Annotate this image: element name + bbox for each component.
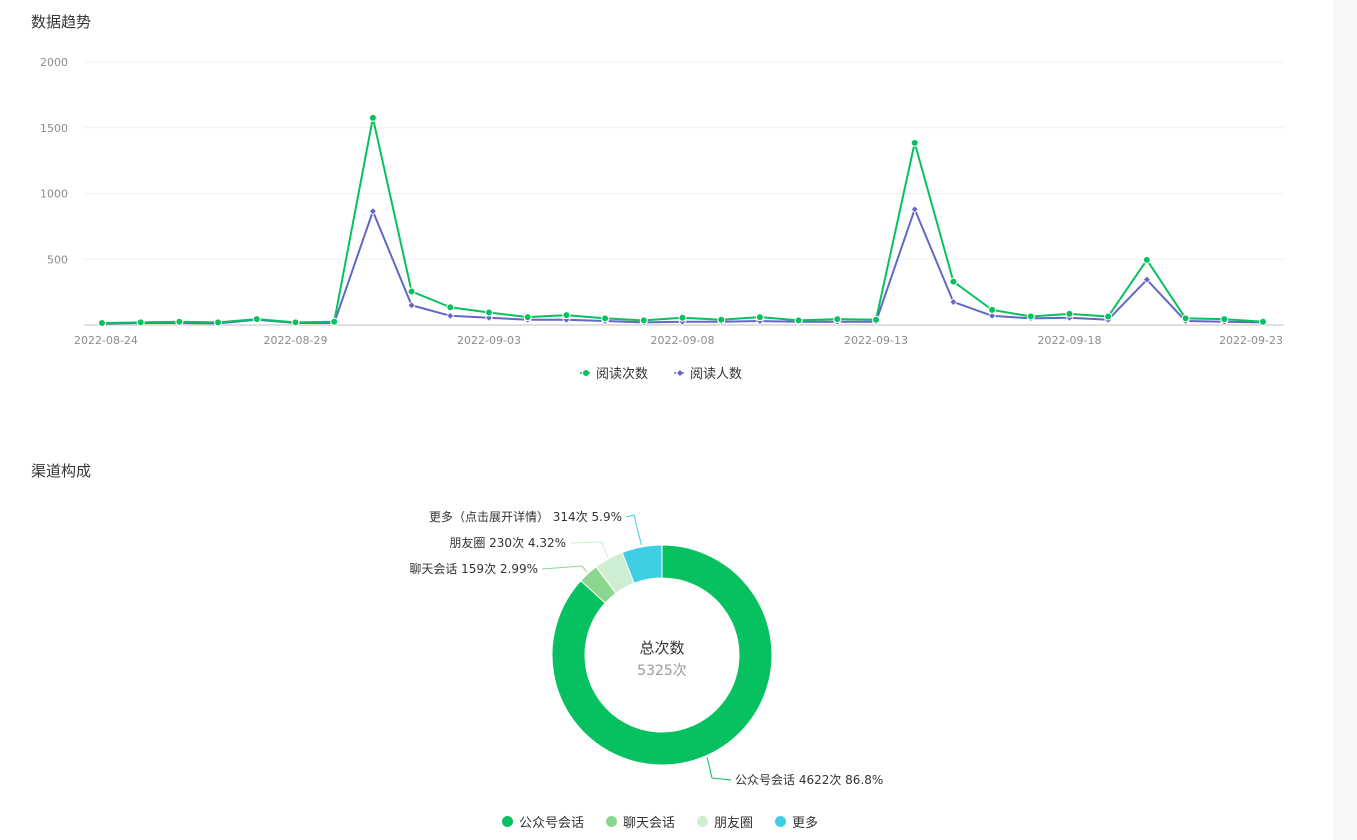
legend-label: 聊天会话 <box>622 816 675 831</box>
channel-legend-item[interactable]: 公众号会话 <box>501 812 584 831</box>
channel-legend-item[interactable]: 聊天会话 <box>605 812 675 831</box>
data-point[interactable] <box>368 113 377 122</box>
data-point[interactable] <box>175 317 184 326</box>
data-point[interactable] <box>368 207 377 216</box>
data-point[interactable] <box>446 303 455 312</box>
channel-section-title: 渠道构成 <box>31 462 92 480</box>
data-point[interactable] <box>910 138 919 147</box>
data-point[interactable] <box>330 317 339 326</box>
legend-label: 阅读人数 <box>690 367 742 382</box>
series-line <box>101 208 1264 325</box>
data-point[interactable] <box>407 301 416 310</box>
legend-item-read-users[interactable]: 阅读人数 <box>674 367 742 382</box>
label-leader-line <box>541 565 588 573</box>
data-point[interactable] <box>252 315 261 324</box>
donut-slice[interactable] <box>621 544 663 584</box>
y-tick-label: 500 <box>47 253 68 266</box>
data-point[interactable] <box>910 205 919 214</box>
x-tick-label: 2022-09-03 <box>457 334 521 347</box>
slice-label: 朋友圈 230次 4.32% <box>449 536 566 550</box>
x-tick-label: 2022-09-13 <box>844 334 908 347</box>
data-point[interactable] <box>1220 315 1229 324</box>
y-tick-label: 1500 <box>40 122 68 135</box>
label-leader-line <box>706 757 732 781</box>
channel-donut-chart: 公众号会话 4622次 86.8% 聊天会话 159次 2.99% 朋友圈 230次… <box>409 509 883 787</box>
legend-label: 公众号会话 <box>518 816 584 831</box>
y-tick-label: 2000 <box>40 56 68 69</box>
legend-label: 阅读次数 <box>596 366 648 382</box>
label-leader-line <box>569 541 609 558</box>
data-point[interactable] <box>794 316 803 325</box>
data-point[interactable] <box>601 314 610 323</box>
slice-label: 聊天会话 159次 2.99% <box>409 562 538 576</box>
data-point[interactable] <box>446 311 455 320</box>
label-leader-line <box>625 514 642 546</box>
right-scroll-gutter <box>1333 0 1357 840</box>
data-point[interactable] <box>988 311 997 320</box>
legend-dot <box>605 816 617 827</box>
legend-dot <box>697 816 708 827</box>
y-tick-label: 1000 <box>40 188 68 201</box>
data-point[interactable] <box>833 315 842 324</box>
x-tick-label: 2022-09-23 <box>1219 334 1283 347</box>
donut-center-title: 总次数 <box>639 639 684 657</box>
data-point[interactable] <box>1026 312 1035 321</box>
trend-section-title: 数据趋势 <box>31 13 92 31</box>
trend-line-chart: 500 1000 1500 2000 2022-08-24 2022-08-29 2022-… <box>40 56 1284 382</box>
data-point[interactable] <box>1104 312 1113 321</box>
x-tick-label: 2022-09-08 <box>651 334 715 347</box>
donut-slice[interactable] <box>551 544 773 766</box>
x-tick-label: 2022-08-29 <box>264 334 328 347</box>
data-point[interactable] <box>639 316 648 325</box>
legend-item-read-count[interactable]: 阅读次数 <box>580 366 648 382</box>
donut-center-value: 5325次 <box>637 663 687 679</box>
data-point[interactable] <box>1142 255 1151 264</box>
channel-legend-item[interactable]: 更多 <box>775 812 818 831</box>
series-line <box>101 116 1264 325</box>
legend-marker <box>583 370 589 376</box>
data-point[interactable] <box>1065 309 1074 318</box>
data-point[interactable] <box>717 315 726 324</box>
data-point[interactable] <box>1259 317 1267 326</box>
data-point[interactable] <box>872 315 880 324</box>
data-point[interactable] <box>949 277 958 286</box>
data-point[interactable] <box>1142 275 1151 284</box>
data-point[interactable] <box>523 313 532 322</box>
data-point[interactable] <box>949 297 958 307</box>
data-point[interactable] <box>485 308 493 317</box>
legend-label: 更多 <box>792 816 819 831</box>
slice-label: 公众号会话 4622次 86.8% <box>735 773 883 787</box>
slice-label: 更多（点击展开详情） 314次 5.9% <box>429 509 622 524</box>
data-point[interactable] <box>755 313 764 322</box>
data-point[interactable] <box>214 318 223 327</box>
data-point[interactable] <box>407 287 416 296</box>
data-point[interactable] <box>678 313 687 322</box>
channel-legend: 公众号会话 聊天会话 朋友圈 更多 <box>0 812 1320 831</box>
x-tick-label: 2022-08-24 <box>74 334 138 347</box>
data-point[interactable] <box>98 319 106 328</box>
data-point[interactable] <box>291 318 300 327</box>
legend-dot <box>775 816 787 827</box>
channel-legend-item[interactable]: 朋友圈 <box>697 812 753 831</box>
data-point[interactable] <box>988 305 997 314</box>
data-point[interactable] <box>136 318 145 327</box>
data-point[interactable] <box>562 311 571 320</box>
legend-dot <box>501 816 513 827</box>
legend-label: 朋友圈 <box>714 816 754 831</box>
data-point[interactable] <box>1181 314 1190 323</box>
legend-marker <box>677 370 683 376</box>
x-tick-label: 2022-09-18 <box>1038 334 1102 347</box>
